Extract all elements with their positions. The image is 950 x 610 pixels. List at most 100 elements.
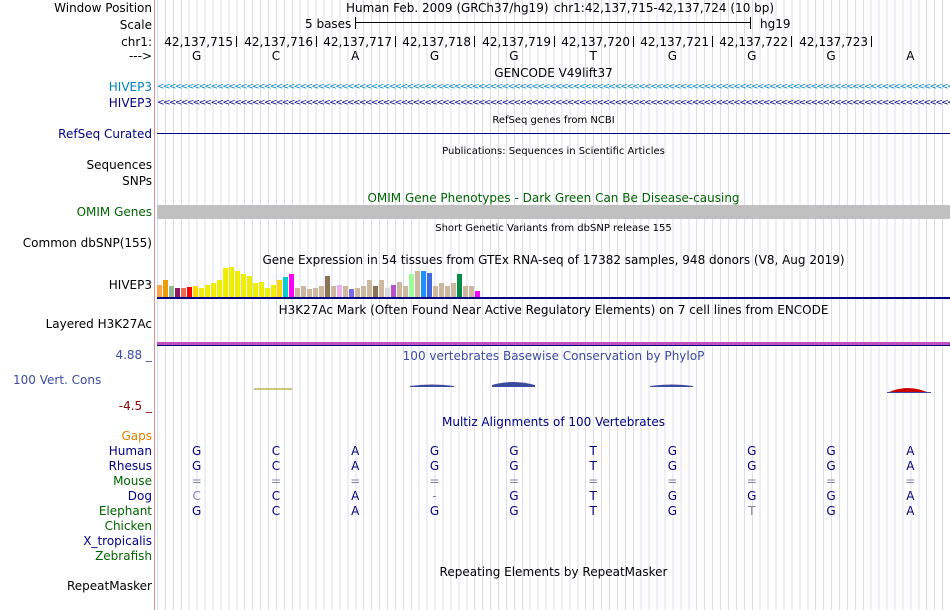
gtex-tissue-bar[interactable] <box>193 286 198 297</box>
gtex-tissue-bar[interactable] <box>367 280 372 297</box>
gtex-tissue-bar[interactable] <box>205 285 210 297</box>
gtex-bar-chart[interactable] <box>157 267 537 297</box>
gtex-tissue-bar[interactable] <box>271 285 276 297</box>
gtex-tissue-bar[interactable] <box>247 276 252 297</box>
gtex-tissue-bar[interactable] <box>433 286 438 297</box>
alignment-base: G <box>667 459 678 473</box>
species-label[interactable]: Dog <box>127 489 152 503</box>
omim-gene-bar[interactable] <box>157 205 950 219</box>
alignment-base: G <box>826 504 836 518</box>
gtex-tissue-bar[interactable] <box>289 274 294 297</box>
gtex-tissue-bar[interactable] <box>427 273 432 297</box>
gtex-tissue-bar[interactable] <box>295 288 300 297</box>
gencode-track1-label[interactable]: HIVEP3 <box>108 80 152 94</box>
species-label[interactable]: Human <box>108 444 152 458</box>
gtex-tissue-bar[interactable] <box>373 286 378 297</box>
gtex-tissue-bar[interactable] <box>229 267 234 297</box>
gtex-tissue-bar[interactable] <box>187 287 192 297</box>
gtex-tissue-bar[interactable] <box>457 274 462 297</box>
gtex-title[interactable]: Gene Expression in 54 tissues from GTEx … <box>262 253 845 267</box>
gtex-tissue-bar[interactable] <box>355 288 360 297</box>
gtex-tissue-bar[interactable] <box>253 283 258 297</box>
gtex-tissue-bar[interactable] <box>445 286 450 297</box>
gtex-tissue-bar[interactable] <box>469 286 474 297</box>
dbsnp-label[interactable]: Common dbSNP(155) <box>22 236 152 250</box>
gtex-tissue-bar[interactable] <box>337 285 342 297</box>
h3k27ac-title[interactable]: H3K27Ac Mark (Often Found Near Active Re… <box>278 303 829 317</box>
gtex-tissue-bar[interactable] <box>163 280 168 297</box>
species-label[interactable]: Mouse <box>113 474 152 488</box>
gtex-tissue-bar[interactable] <box>439 283 444 297</box>
gtex-tissue-bar[interactable] <box>349 289 354 297</box>
gtex-tissue-bar[interactable] <box>175 288 180 297</box>
gtex-tissue-bar[interactable] <box>397 282 402 297</box>
repeatmasker-title[interactable]: Repeating Elements by RepeatMasker <box>439 565 668 579</box>
species-label[interactable]: Elephant <box>98 504 152 518</box>
species-label[interactable]: Zebrafish <box>95 549 152 563</box>
species-label[interactable]: Rhesus <box>108 459 152 473</box>
gtex-tissue-bar[interactable] <box>199 288 204 297</box>
gtex-tissue-bar[interactable] <box>223 268 228 297</box>
gtex-tissue-bar[interactable] <box>313 288 318 297</box>
gencode-track2-gene[interactable]: <<<<<<<<<<<<<<<<<<<<<<<<<<<<<<<<<<<<<<<<… <box>157 99 950 107</box>
gtex-tissue-bar[interactable] <box>283 277 288 297</box>
reference-base: G <box>509 49 519 63</box>
gtex-tissue-bar[interactable] <box>331 286 336 297</box>
sequences-label[interactable]: Sequences <box>86 158 152 172</box>
refseq-gene-line[interactable] <box>157 133 950 134</box>
gtex-tissue-bar[interactable] <box>241 274 246 297</box>
gtex-tissue-bar[interactable] <box>343 286 348 297</box>
gtex-tissue-bar[interactable] <box>325 276 330 297</box>
h3k27ac-signal[interactable] <box>157 342 950 345</box>
gtex-tissue-bar[interactable] <box>463 286 468 297</box>
gtex-tissue-bar[interactable] <box>319 286 324 297</box>
gtex-tissue-bar[interactable] <box>379 280 384 297</box>
refseq-label[interactable]: RefSeq Curated <box>58 127 152 141</box>
phylop-title[interactable]: 100 vertebrates Basewise Conservation by… <box>402 349 705 363</box>
omim-label[interactable]: OMIM Genes <box>76 205 152 219</box>
h3k27ac-label[interactable]: Layered H3K27Ac <box>45 317 152 331</box>
gtex-tissue-bar[interactable] <box>277 280 282 297</box>
gtex-tissue-bar[interactable] <box>157 285 162 297</box>
gtex-tissue-bar[interactable] <box>307 289 312 297</box>
repeatmasker-label[interactable]: RepeatMasker <box>66 579 152 593</box>
gtex-tissue-bar[interactable] <box>391 285 396 297</box>
gtex-tissue-bar[interactable] <box>385 288 390 297</box>
omim-title[interactable]: OMIM Gene Phenotypes - Dark Green Can Be… <box>367 191 740 205</box>
gtex-tissue-bar[interactable] <box>451 283 456 297</box>
alignment-base: = <box>429 474 440 488</box>
multiz-title[interactable]: Multiz Alignments of 100 Vertebrates <box>441 415 666 429</box>
gtex-tissue-bar[interactable] <box>181 288 186 297</box>
snps-label[interactable]: SNPs <box>122 174 152 188</box>
gtex-tissue-bar[interactable] <box>301 286 306 297</box>
alignment-base: T <box>748 504 756 518</box>
phylop-label[interactable]: 100 Vert. Cons <box>13 373 102 387</box>
dbsnp-title[interactable]: Short Genetic Variants from dbSNP releas… <box>435 223 672 234</box>
gtex-tissue-bar[interactable] <box>361 286 366 297</box>
gtex-tissue-bar[interactable] <box>211 283 216 297</box>
gtex-tissue-bar[interactable] <box>217 280 222 297</box>
gtex-tissue-bar[interactable] <box>409 274 414 297</box>
refseq-title[interactable]: RefSeq genes from NCBI <box>492 115 615 126</box>
species-label[interactable]: Chicken <box>104 519 152 533</box>
gencode-track2-label[interactable]: HIVEP3 <box>108 96 152 110</box>
gtex-tissue-bar[interactable] <box>415 271 420 297</box>
gtex-tissue-bar[interactable] <box>421 271 426 297</box>
publications-title[interactable]: Publications: Sequences in Scientific Ar… <box>442 146 665 157</box>
gtex-tissue-bar[interactable] <box>235 271 240 297</box>
gencode-title[interactable]: GENCODE V49lift37 <box>494 66 613 80</box>
gtex-tissue-bar[interactable] <box>169 286 174 297</box>
gtex-tissue-bar[interactable] <box>475 291 480 297</box>
ruler-coordinate: 42,137,721 <box>640 35 709 49</box>
gtex-tissue-bar[interactable] <box>265 288 270 297</box>
gtex-tissue-bar[interactable] <box>403 286 408 297</box>
alignment-base: = <box>508 474 519 488</box>
alignment-base: G <box>191 504 202 518</box>
gaps-label[interactable]: Gaps <box>121 429 152 443</box>
position-text[interactable]: chr1:42,137,715-42,137,724 (10 bp) <box>554 1 775 15</box>
phylop-plot[interactable] <box>157 375 950 397</box>
gencode-track1-gene[interactable]: <<<<<<<<<<<<<<<<<<<<<<<<<<<<<<<<<<<<<<<<… <box>157 83 950 91</box>
gtex-label[interactable]: HIVEP3 <box>108 278 152 292</box>
species-label[interactable]: X_tropicalis <box>83 534 152 548</box>
gtex-tissue-bar[interactable] <box>259 282 264 297</box>
